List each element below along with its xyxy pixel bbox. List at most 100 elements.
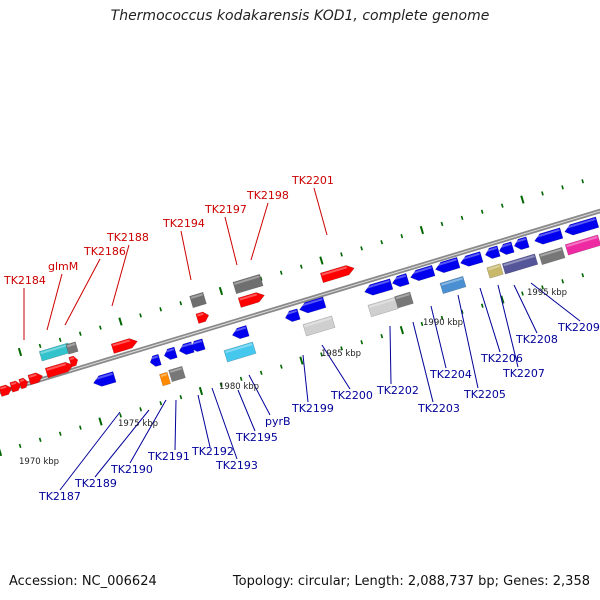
scale-tick — [38, 437, 42, 442]
gene-label-tk2207[interactable]: TK2207 — [502, 367, 545, 380]
reverse-gene[interactable] — [363, 278, 394, 298]
forward-gene[interactable] — [319, 263, 355, 284]
reverse-gene[interactable] — [484, 245, 501, 261]
reverse-gene[interactable] — [434, 256, 461, 274]
scale-tick — [500, 203, 504, 208]
scale-tick — [299, 264, 303, 269]
scale-tick — [380, 334, 384, 339]
gene-feature[interactable] — [65, 341, 79, 355]
reverse-gene[interactable] — [513, 236, 530, 252]
gene-label-tk2198[interactable]: TK2198 — [246, 189, 289, 202]
gene-label-tk2201[interactable]: TK2201 — [291, 174, 334, 187]
label-callout-line — [389, 325, 392, 385]
scale-tick — [218, 286, 224, 296]
scale-tick — [399, 325, 405, 335]
gene-feature[interactable] — [159, 371, 171, 387]
reverse-gene[interactable] — [563, 216, 600, 237]
scale-tick — [159, 307, 163, 312]
reverse-gene[interactable] — [498, 241, 515, 257]
gene-label-tk2191[interactable]: TK2191 — [147, 450, 190, 463]
scale-tick — [360, 246, 363, 251]
gene-label-pyrb[interactable]: pyrB — [265, 415, 291, 428]
scale-label: 1970 kbp — [19, 457, 59, 467]
gene-feature[interactable] — [394, 291, 414, 309]
scale-tick — [480, 303, 484, 308]
gene-feature[interactable] — [232, 273, 264, 295]
gene-feature[interactable] — [168, 365, 186, 383]
reverse-gene[interactable] — [391, 273, 410, 288]
label-callout-line — [313, 187, 328, 236]
reverse-gene[interactable] — [298, 296, 327, 315]
scale-tick — [259, 276, 263, 281]
gene-label-tk2203[interactable]: TK2203 — [417, 402, 460, 415]
label-callout-line — [237, 389, 256, 432]
gene-label-tk2193[interactable]: TK2193 — [215, 459, 258, 472]
reverse-gene[interactable] — [284, 308, 301, 324]
scale-tick — [400, 233, 404, 239]
gene-label-tk2184[interactable]: TK2184 — [3, 274, 46, 287]
forward-gene[interactable] — [237, 290, 266, 308]
gene-label-tk2194[interactable]: TK2194 — [162, 217, 205, 230]
gene-label-tk2199[interactable]: TK2199 — [291, 402, 334, 415]
reverse-gene[interactable] — [459, 251, 484, 269]
gene-feature[interactable] — [501, 253, 539, 275]
forward-gene[interactable] — [0, 383, 13, 397]
gene-label-tk2205[interactable]: TK2205 — [463, 388, 506, 401]
forward-gene[interactable] — [18, 377, 30, 390]
gene-feature[interactable] — [486, 263, 504, 279]
gene-feature[interactable] — [367, 296, 399, 318]
gene-label-tk2192[interactable]: TK2192 — [191, 445, 234, 458]
label-callout-line — [430, 305, 447, 369]
label-callout-line — [180, 230, 192, 281]
gene-label-tk2187[interactable]: TK2187 — [38, 490, 81, 503]
gene-label-tk2209[interactable]: TK2209 — [557, 321, 600, 334]
scale-label: 1990 kbp — [423, 318, 463, 328]
gene-label-tk2195[interactable]: TK2195 — [235, 431, 278, 444]
gene-label-tk2186[interactable]: TK2186 — [83, 245, 126, 258]
forward-gene[interactable] — [44, 360, 75, 379]
gene-feature[interactable] — [189, 291, 207, 309]
scale-tick — [38, 343, 42, 349]
scale-tick — [79, 425, 82, 430]
pyrB-gene[interactable] — [223, 341, 257, 363]
gene-features — [0, 216, 600, 397]
gene-label-tk2206[interactable]: TK2206 — [480, 352, 523, 365]
topology-text: Topology: circular; Length: 2,088,737 bp… — [232, 574, 590, 589]
scale-label: 1995 kbp — [527, 288, 567, 298]
reverse-gene[interactable] — [189, 338, 206, 354]
scale-tick — [520, 195, 525, 204]
reverse-gene[interactable] — [149, 353, 162, 367]
gene-label-glmm[interactable]: glmM — [48, 260, 78, 273]
gene-label-tk2208[interactable]: TK2208 — [515, 333, 558, 346]
forward-gene[interactable] — [68, 355, 80, 368]
gene-label-tk2202[interactable]: TK2202 — [376, 384, 419, 397]
gene-label-tk2189[interactable]: TK2189 — [74, 477, 117, 490]
label-callout-line — [64, 258, 101, 326]
scale-tick — [139, 407, 143, 412]
scale-label: 1980 kbp — [219, 382, 259, 392]
gene-label-tk2197[interactable]: TK2197 — [204, 203, 247, 216]
map-title: Thermococcus kodakarensis KOD1, complete… — [110, 8, 490, 24]
forward-gene[interactable] — [27, 371, 44, 386]
gene-label-tk2190[interactable]: TK2190 — [110, 463, 153, 476]
gene-label-tk2188[interactable]: TK2188 — [106, 231, 149, 244]
forward-gene[interactable] — [110, 336, 139, 354]
reverse-gene[interactable] — [231, 325, 250, 340]
gene-feature[interactable] — [538, 246, 566, 266]
gene-label-tk2200[interactable]: TK2200 — [330, 389, 373, 402]
label-callout-line — [302, 354, 309, 403]
scale-tick — [198, 386, 204, 396]
label-callout-line — [129, 399, 167, 464]
gene-feature[interactable] — [302, 315, 336, 337]
forward-gene[interactable] — [9, 380, 22, 393]
gene-feature[interactable] — [564, 234, 600, 256]
reverse-gene[interactable] — [533, 227, 564, 247]
gene-feature[interactable] — [439, 275, 467, 295]
reverse-gene[interactable] — [409, 264, 436, 282]
scale-tick — [500, 295, 505, 304]
gene-label-tk2204[interactable]: TK2204 — [429, 368, 472, 381]
reverse-gene[interactable] — [163, 346, 178, 361]
reverse-gene[interactable] — [178, 341, 195, 357]
reverse-gene[interactable] — [92, 371, 117, 389]
forward-gene[interactable] — [195, 310, 210, 324]
